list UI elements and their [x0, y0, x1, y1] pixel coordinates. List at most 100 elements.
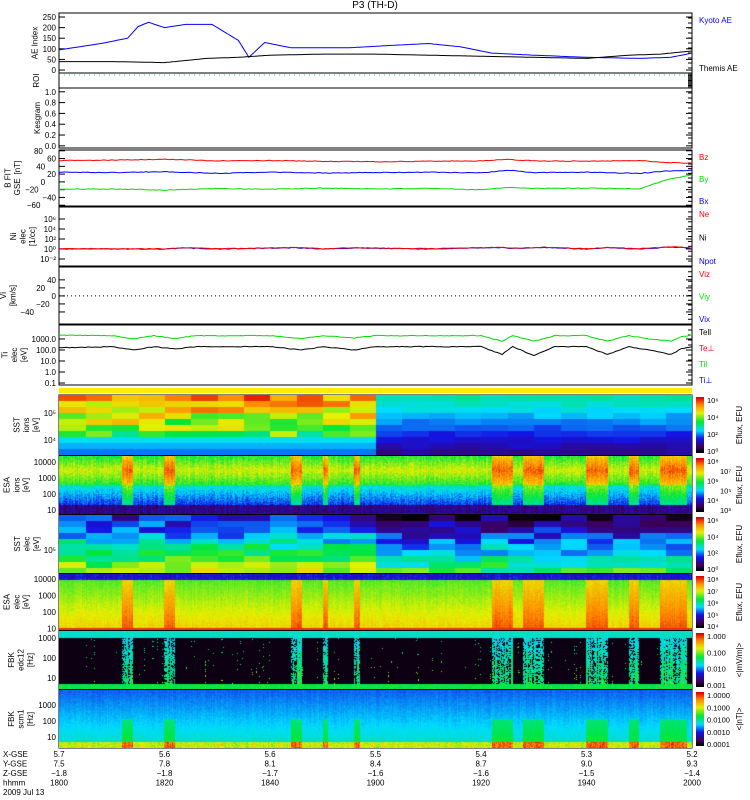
x-tick-label: −1.7: [262, 769, 278, 778]
y-tick-label: 10⁰: [44, 245, 56, 254]
ni-panel-frame: [58, 206, 693, 267]
colorbar-tick-label: 10⁵: [720, 486, 731, 495]
legend-label: Tell: [699, 328, 711, 337]
sst-e-spectrogram: [59, 515, 692, 573]
y-tick-label: 20: [47, 170, 56, 179]
y-tick-label: 10.0: [40, 357, 56, 366]
colorbar-tick-label: 10⁴: [707, 496, 719, 505]
y-tick-label: 0.8: [45, 99, 57, 108]
colorbar-tick-label: 10³: [720, 506, 731, 515]
y-axis-label: [km/s]: [8, 285, 17, 306]
legend-label: Bx: [699, 197, 708, 206]
y-tick-label: 0.0: [45, 142, 57, 151]
y-tick-label: 0.6: [45, 109, 57, 118]
y-tick-label: 1.0: [45, 368, 57, 377]
y-axis-label: ions: [12, 478, 21, 493]
esa-e-colorbar: [696, 576, 704, 628]
y-tick-label: 1000.0: [32, 335, 57, 344]
x-tick-label: 7.5: [53, 760, 65, 769]
y-tick-label: 10⁵: [44, 546, 56, 555]
y-axis-label: Ti: [1, 352, 10, 359]
colorbar-tick-label: 10⁴: [707, 622, 719, 631]
y-axis-label: Kesgram: [33, 102, 42, 134]
fbk-e-spectrogram: [59, 631, 692, 689]
series-bz: [59, 158, 693, 164]
x-tick-label: −1.5: [579, 769, 595, 778]
y-axis-label: [eV]: [22, 478, 31, 492]
y-tick-label: 10: [47, 624, 56, 633]
x-tick-label: −1.6: [473, 769, 489, 778]
status-bar: [59, 388, 692, 393]
y-tick-label: 10⁴: [44, 436, 57, 445]
roi-panel-frame: [58, 72, 693, 89]
x-tick-label: −1.8: [157, 769, 173, 778]
colorbar-tick-label: 10⁶: [707, 516, 718, 525]
y-axis-label: [nT]: [13, 161, 22, 175]
x-axis-row-label: Z-GSE: [3, 769, 27, 778]
colorbar-tick-label: 1.000: [707, 632, 726, 641]
colorbar-tick-label: 10⁰: [707, 447, 718, 456]
x-tick-label: 8.1: [264, 760, 276, 769]
colorbar-title: Eflux, EFU: [735, 583, 744, 621]
series-til: [58, 334, 693, 342]
ti-panel-frame: [58, 324, 693, 386]
x-tick-label: −1.4: [684, 769, 700, 778]
series-by: [58, 174, 693, 191]
colorbar-tick-label: 10⁶: [707, 599, 718, 608]
y-axis-label: scm1: [17, 709, 26, 729]
colorbar-tick-label: 10²: [707, 430, 718, 439]
x-tick-label: 5.3: [581, 750, 593, 759]
y-tick-label: 1000: [38, 474, 56, 483]
y-axis-label: [eV]: [32, 418, 41, 432]
y-tick-label: 0.4: [45, 120, 57, 129]
colorbar-title: Eflux, EFU: [735, 466, 744, 504]
colorbar-tick-label: 0.0100: [707, 716, 730, 725]
y-tick-label: 1.0: [45, 88, 57, 97]
legend-label: Viz: [699, 270, 710, 279]
y-tick-label: 10⁻²: [40, 255, 56, 264]
y-tick-label: 10²: [44, 235, 56, 244]
x-tick-label: 8.7: [475, 760, 487, 769]
colorbar-tick-label: 10⁷: [720, 467, 731, 476]
fbk-e-colorbar: [696, 633, 704, 687]
y-tick-label: 10⁴: [44, 225, 57, 234]
colorbar-tick-label: 10⁸: [707, 457, 719, 466]
y-tick-label: −40: [20, 308, 34, 317]
y-axis-label: GSE: [13, 178, 22, 195]
y-tick-label: 1000: [38, 591, 56, 600]
y-tick-label: 10: [47, 733, 56, 742]
x-tick-label: 5.7: [53, 750, 65, 759]
esa-e-spectrogram: [59, 574, 692, 630]
legend-label: Ni: [699, 234, 707, 243]
y-axis-label: elec: [12, 595, 21, 610]
y-tick-label: 0: [52, 66, 57, 75]
y-tick-label: 40: [36, 162, 45, 171]
x-tick-label: 2000: [683, 779, 701, 788]
bfit-panel-frame: [58, 149, 693, 207]
y-tick-label: −20: [25, 186, 39, 195]
legend-label: Vix: [699, 315, 710, 324]
plot-date: 2009 Jul 13: [3, 788, 45, 797]
x-tick-label: 1800: [50, 779, 68, 788]
sst-e-colorbar: [696, 517, 704, 571]
y-tick-label: 0: [41, 178, 46, 187]
legend-label: Ne: [699, 210, 710, 219]
legend-label: By: [699, 175, 708, 184]
colorbar-tick-label: 10⁴: [707, 413, 719, 422]
y-axis-label: [Hz]: [26, 653, 35, 667]
fbk-b-colorbar: [696, 692, 704, 746]
ae-panel-frame: [58, 12, 693, 74]
y-tick-label: 100: [43, 654, 57, 663]
x-tick-label: 9.3: [686, 760, 698, 769]
x-tick-label: 1940: [578, 779, 596, 788]
y-tick-label: 10: [47, 506, 56, 515]
y-tick-label: 0.2: [45, 131, 57, 140]
x-tick-label: 5.5: [370, 750, 382, 759]
y-axis-label: elec: [22, 537, 31, 552]
x-tick-label: 9.0: [581, 760, 593, 769]
x-tick-label: 5.6: [159, 750, 171, 759]
legend-label: Npot: [699, 257, 717, 266]
x-tick-label: 7.8: [159, 760, 171, 769]
y-tick-label: 20: [36, 284, 45, 293]
